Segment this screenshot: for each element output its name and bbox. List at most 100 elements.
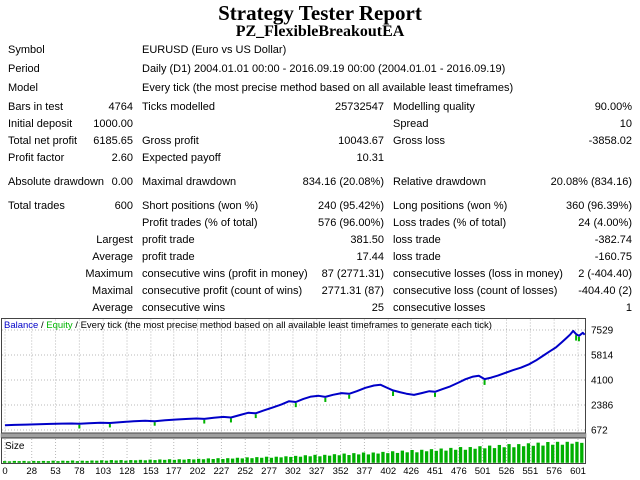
size-bar — [90, 460, 94, 463]
y-axis-label: 4100 — [591, 376, 614, 387]
size-bar — [357, 454, 361, 463]
report-stats-table: Bars in test 4764 Ticks modelled 25732547 Mo… — [8, 99, 632, 317]
size-bar — [424, 451, 429, 463]
stat-label: consecutive losses (loss in money) — [393, 268, 563, 280]
stat-row: Profit factor 2.60 Expected payoff 10.31 — [8, 150, 632, 167]
size-bar — [104, 460, 109, 463]
size-bar — [473, 448, 477, 463]
x-axis-label: 277 — [261, 466, 277, 477]
stat-label: Profit factor — [8, 152, 65, 164]
x-axis-label: 103 — [95, 466, 111, 477]
size-bar — [478, 446, 482, 463]
size-bar — [163, 459, 167, 463]
stat-value: -404.40 (2) — [578, 285, 632, 297]
size-bar — [274, 456, 278, 463]
size-bar — [439, 448, 443, 463]
size-bar — [560, 444, 565, 463]
size-bar — [521, 446, 526, 463]
size-bar — [201, 459, 206, 463]
size-bar — [512, 447, 516, 463]
x-axis-label: 327 — [309, 466, 325, 477]
x-axis-label: 476 — [451, 466, 467, 477]
size-bar — [66, 460, 70, 463]
stat-label: Gross profit — [142, 135, 199, 147]
stat-value: 10043.67 — [338, 135, 384, 147]
size-bar — [80, 460, 84, 463]
stat-value: Average — [92, 302, 133, 314]
size-bar — [313, 454, 317, 463]
x-axis-label: 53 — [50, 466, 61, 477]
stat-value: 1000.00 — [93, 118, 133, 130]
size-bar — [308, 456, 312, 463]
size-bar — [580, 442, 584, 463]
size-bar — [502, 447, 506, 463]
x-axis-label: 227 — [213, 466, 229, 477]
size-bar — [250, 458, 254, 463]
stat-value: 360 (96.39%) — [565, 200, 632, 212]
size-bar — [182, 459, 186, 463]
y-axis-label: 2386 — [591, 401, 614, 412]
info-value: Every tick (the most precise method base… — [142, 82, 514, 94]
size-bar — [109, 460, 113, 463]
size-bar — [541, 445, 545, 463]
size-bar — [565, 441, 569, 463]
size-bar — [347, 455, 351, 463]
size-bar — [444, 450, 448, 463]
stat-value: 240 (95.42%) — [317, 200, 384, 212]
x-axis-label: 302 — [285, 466, 301, 477]
size-bar — [255, 457, 259, 463]
stat-label: Maximal drawdown — [142, 176, 237, 188]
stat-value: 90.00% — [594, 101, 632, 113]
size-bar — [332, 454, 337, 463]
size-bar — [177, 459, 181, 463]
stat-row: Absolute drawdown 0.00 Maximal drawdown 834… — [8, 174, 632, 191]
stat-label: Gross loss — [393, 135, 445, 147]
stat-label: Relative drawdown — [393, 176, 486, 188]
stat-label: consecutive losses — [393, 302, 486, 314]
size-bar — [56, 461, 60, 463]
size-bar — [298, 456, 303, 463]
size-bar — [124, 460, 128, 463]
size-bar — [206, 458, 210, 463]
stat-label: loss trade — [393, 234, 441, 246]
size-bar — [129, 460, 133, 463]
stat-value: -382.74 — [594, 234, 632, 246]
size-bar — [536, 442, 540, 463]
size-bar — [138, 459, 143, 463]
size-bar — [454, 449, 458, 463]
chart-legend: Balance / Equity / Every tick (the most … — [4, 320, 492, 331]
size-bar — [517, 444, 521, 463]
stat-value: 6185.65 — [93, 135, 133, 147]
stat-label: loss trade — [393, 251, 441, 263]
size-bar — [323, 454, 327, 463]
size-bar — [3, 461, 7, 463]
size-bar — [167, 459, 172, 463]
chart-frame — [1, 318, 586, 434]
stat-label: Total trades — [8, 200, 65, 212]
stat-label: Loss trades (% of total) — [393, 217, 507, 229]
size-bar — [318, 456, 322, 463]
stat-value: 20.08% (834.16) — [550, 176, 632, 188]
size-bar — [17, 461, 21, 463]
info-value: EURUSD (Euro vs US Dollar) — [142, 44, 287, 56]
stat-row: Initial deposit 1000.00 Spread 10 — [8, 116, 632, 133]
stat-value: Maximal — [92, 285, 133, 297]
stat-value: 600 — [114, 200, 133, 212]
size-bar — [143, 460, 147, 463]
x-axis-label: 28 — [26, 466, 37, 477]
x-axis-label: 501 — [475, 466, 491, 477]
size-bar — [386, 453, 390, 463]
size-bar — [12, 460, 16, 463]
size-bar — [27, 461, 31, 463]
stat-row: Largest profit trade 381.50 loss trade -382.… — [8, 232, 632, 249]
axis-band — [0, 433, 587, 438]
size-bar — [415, 452, 419, 463]
size-bar — [61, 460, 65, 463]
x-axis-label: 451 — [427, 466, 443, 477]
size-bar — [211, 459, 215, 463]
x-axis-label: 352 — [333, 466, 349, 477]
stat-value: 4764 — [108, 101, 133, 113]
stat-label: Short positions (won %) — [142, 200, 259, 212]
x-axis-label: 177 — [166, 466, 182, 477]
size-bar — [192, 459, 196, 463]
